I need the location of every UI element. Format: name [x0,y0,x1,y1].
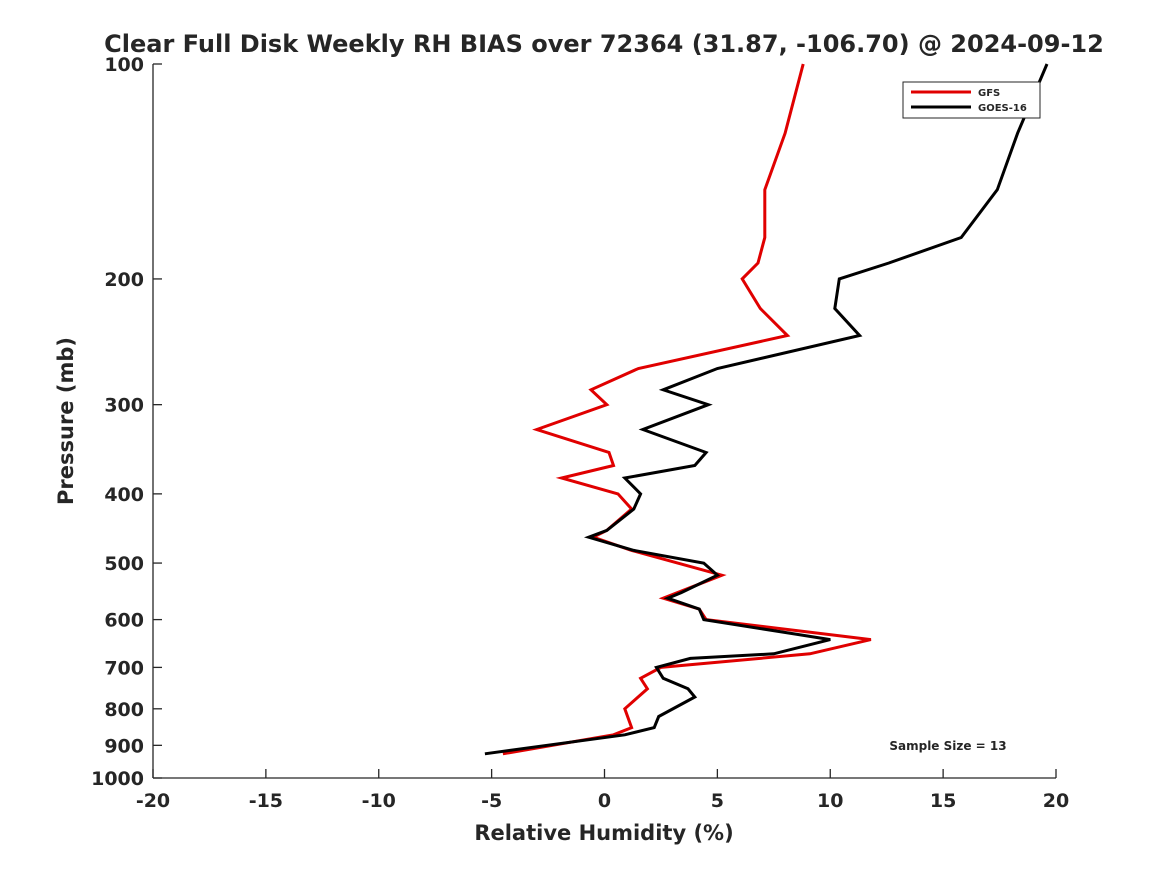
y-tick-label: 100 [104,54,144,76]
x-tick-label: 15 [930,790,956,812]
x-tick-label: 0 [598,790,611,812]
y-tick-label: 700 [104,657,144,679]
y-tick-label: 1000 [91,768,144,790]
x-axis-label: Relative Humidity (%) [474,821,733,845]
sample-size-annotation: Sample Size = 13 [889,739,1006,753]
y-axis-label: Pressure (mb) [54,337,78,505]
chart-title: Clear Full Disk Weekly RH BIAS over 7236… [104,30,1104,58]
x-tick-label: 20 [1043,790,1069,812]
y-tick-label: 300 [104,395,144,417]
x-tick-label: -10 [362,790,396,812]
series-line-goes-16 [484,63,1049,756]
x-tick-label: -5 [481,790,502,812]
y-tick-label: 800 [104,699,144,721]
y-tick-label: 900 [104,735,144,757]
legend-box [902,81,1041,119]
y-tick-label: 400 [104,484,144,506]
x-tick-label: 10 [817,790,843,812]
y-tick-label: 200 [104,269,144,291]
y-tick-label: 600 [104,610,144,632]
x-tick-label: -15 [249,790,283,812]
y-tick-label: 500 [104,553,144,575]
x-tick-label: 5 [711,790,724,812]
legend-entry-label: GFS [978,88,1000,99]
legend: GFS GOES-16 [902,81,1041,119]
legend-entry-label: GOES-16 [978,103,1027,114]
x-tick-label: -20 [136,790,170,812]
plot-area: -20 -15 -10 -5 0 5 10 15 20 100 200 300 400 500 600 700… [91,54,1069,812]
